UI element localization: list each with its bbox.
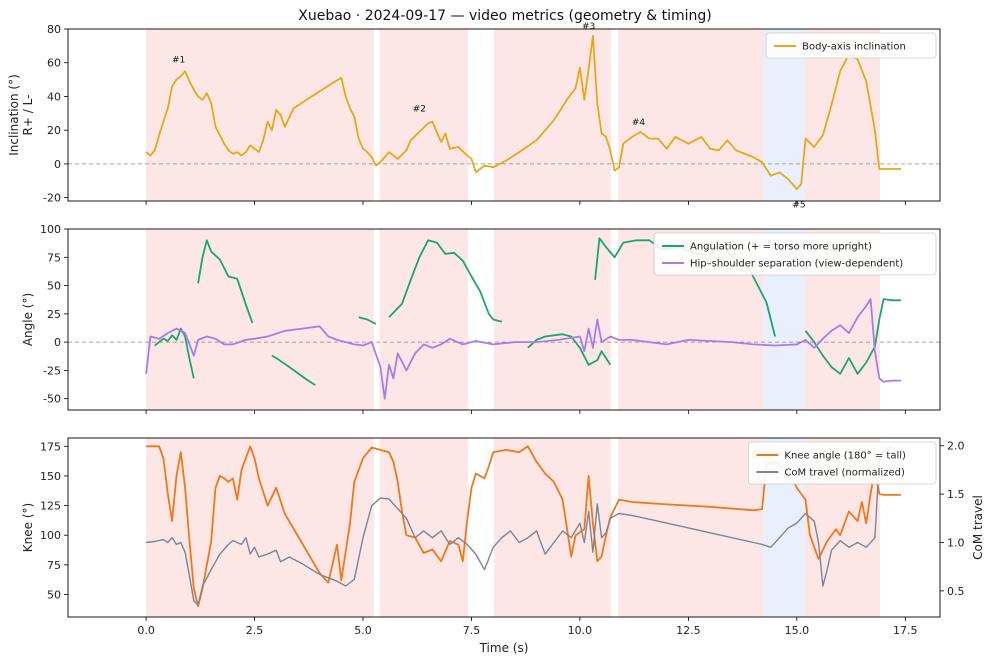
ytick-label-bottom-0: 50 bbox=[47, 588, 61, 601]
annotation-top-4: #5 bbox=[792, 201, 805, 211]
ytick-label-bottom-3: 125 bbox=[40, 500, 61, 513]
legend-entry-middle-1: Hip–shoulder separation (view-dependent) bbox=[690, 259, 903, 270]
series-line-middle-0-seg-7 bbox=[804, 298, 901, 375]
ylabel-top-1: R+ / L- bbox=[21, 95, 35, 136]
annotation-top-3: #4 bbox=[632, 118, 646, 128]
xtick-label-1: 2.5 bbox=[246, 624, 264, 637]
series-line-middle-0-seg-5 bbox=[527, 333, 612, 366]
axes-frame-top bbox=[67, 28, 941, 202]
legend-entry-top-0: Body-axis inclination bbox=[802, 42, 906, 53]
series-line-bottom-1-seg-0 bbox=[146, 445, 893, 607]
legend-middle: Angulation (+ = torso more upright) Hip–s… bbox=[653, 232, 937, 276]
ytick-label-middle-6: 100 bbox=[40, 223, 61, 236]
ytick-label-middle-2: 0 bbox=[54, 336, 61, 349]
ytick-label-bottom-2: 100 bbox=[40, 529, 61, 542]
panel-bottom: 50 75 100 125 150 175 0.5 1.0 1.5 2.0 0.0 2.5 5.0 7.5… bbox=[21, 437, 985, 655]
ytick-label-bottom-4: 150 bbox=[40, 470, 61, 483]
ytick-label-top-1: 0 bbox=[54, 158, 61, 171]
ylabel-middle-0: Angle (°) bbox=[21, 293, 35, 346]
legend-box-top bbox=[765, 32, 937, 59]
ylabel-top-0: Inclination (°) bbox=[7, 74, 21, 156]
legend-top: Body-axis inclination bbox=[765, 32, 937, 59]
ytick-right-label-0: 0.5 bbox=[947, 585, 965, 598]
xlabel: Time (s) bbox=[479, 641, 529, 655]
ytick-label-middle-3: 25 bbox=[47, 308, 61, 321]
series-line-middle-1-seg-0 bbox=[145, 298, 901, 400]
series-line-middle-0-seg-3 bbox=[358, 316, 377, 325]
ytick-label-top-5: 80 bbox=[47, 23, 61, 36]
series-line-middle-0-seg-2 bbox=[271, 354, 316, 386]
xtick-label-6: 15.0 bbox=[785, 624, 810, 637]
ytick-label-top-0: -20 bbox=[43, 192, 61, 205]
shaded-region-middle-0 bbox=[146, 229, 374, 410]
ytick-right-label-1: 1.0 bbox=[947, 536, 965, 549]
shaded-region-top-0 bbox=[146, 29, 374, 201]
ytick-label-top-4: 60 bbox=[47, 57, 61, 70]
ytick-label-middle-4: 50 bbox=[47, 280, 61, 293]
ytick-right-label-3: 2.0 bbox=[947, 440, 965, 453]
shaded-region-top-3 bbox=[618, 29, 763, 201]
shaded-region-bottom-1 bbox=[379, 438, 468, 617]
ytick-right-label-2: 1.5 bbox=[947, 488, 965, 501]
ytick-label-middle-1: -25 bbox=[43, 364, 61, 377]
shaded-region-bottom-2 bbox=[494, 438, 612, 617]
series-line-top-0-seg-0 bbox=[145, 34, 901, 191]
legend-bottom: Knee angle (180° = tall) CoM travel (norm… bbox=[748, 441, 937, 485]
ylabel-right: CoM travel bbox=[971, 495, 985, 560]
figure-title: Xuebao · 2024-09-17 — video metrics (geo… bbox=[298, 8, 712, 24]
series-line-middle-0-seg-1 bbox=[197, 239, 254, 324]
annotation-top-1: #2 bbox=[413, 105, 426, 115]
legend-entry-middle-0: Angulation (+ = torso more upright) bbox=[690, 242, 872, 253]
ytick-label-middle-5: 75 bbox=[47, 251, 61, 264]
panel-top: #1 #2 #3 #4 #5 -20 0 20 40 60 80 Inclination (°) R+ … bbox=[7, 22, 941, 211]
legend-entry-bottom-1: CoM travel (normalized) bbox=[784, 468, 905, 479]
shaded-region-middle-2 bbox=[494, 229, 612, 410]
ylabel-bottom-0: Knee (°) bbox=[21, 503, 35, 552]
xtick-label-7: 17.5 bbox=[893, 624, 918, 637]
series-line-middle-0-seg-0 bbox=[154, 327, 195, 379]
shaded-region-bottom-0 bbox=[146, 438, 374, 617]
shaded-region-middle-1 bbox=[379, 229, 468, 410]
ytick-label-top-3: 40 bbox=[47, 90, 61, 103]
legend-entry-bottom-0: Knee angle (180° = tall) bbox=[784, 451, 906, 462]
annotation-top-0: #1 bbox=[172, 56, 185, 66]
ytick-label-bottom-5: 175 bbox=[40, 440, 61, 453]
xtick-label-2: 5.0 bbox=[354, 624, 372, 637]
axes-frame-middle bbox=[67, 228, 941, 411]
ytick-label-top-2: 20 bbox=[47, 124, 61, 137]
shaded-region-bottom-3 bbox=[618, 438, 763, 617]
ytick-label-middle-0: -50 bbox=[43, 393, 61, 406]
shaded-region-top-1 bbox=[379, 29, 468, 201]
ytick-label-bottom-1: 75 bbox=[47, 559, 61, 572]
xtick-label-0: 0.0 bbox=[137, 624, 155, 637]
shaded-region-top-2 bbox=[494, 29, 612, 201]
xtick-label-4: 10.0 bbox=[568, 624, 593, 637]
legend-box-middle bbox=[653, 232, 937, 276]
annotation-top-2: #3 bbox=[582, 22, 595, 32]
series-line-middle-0-seg-4 bbox=[388, 239, 503, 323]
xtick-label-5: 12.5 bbox=[676, 624, 701, 637]
legend-box-bottom bbox=[748, 441, 937, 485]
axes-frame-bottom bbox=[67, 437, 941, 618]
xtick-label-3: 7.5 bbox=[463, 624, 481, 637]
series-line-bottom-0-seg-0 bbox=[146, 445, 901, 608]
panel-middle: -50 -25 0 25 50 75 100 Angle (°) Angulation (+ =… bbox=[21, 223, 941, 414]
